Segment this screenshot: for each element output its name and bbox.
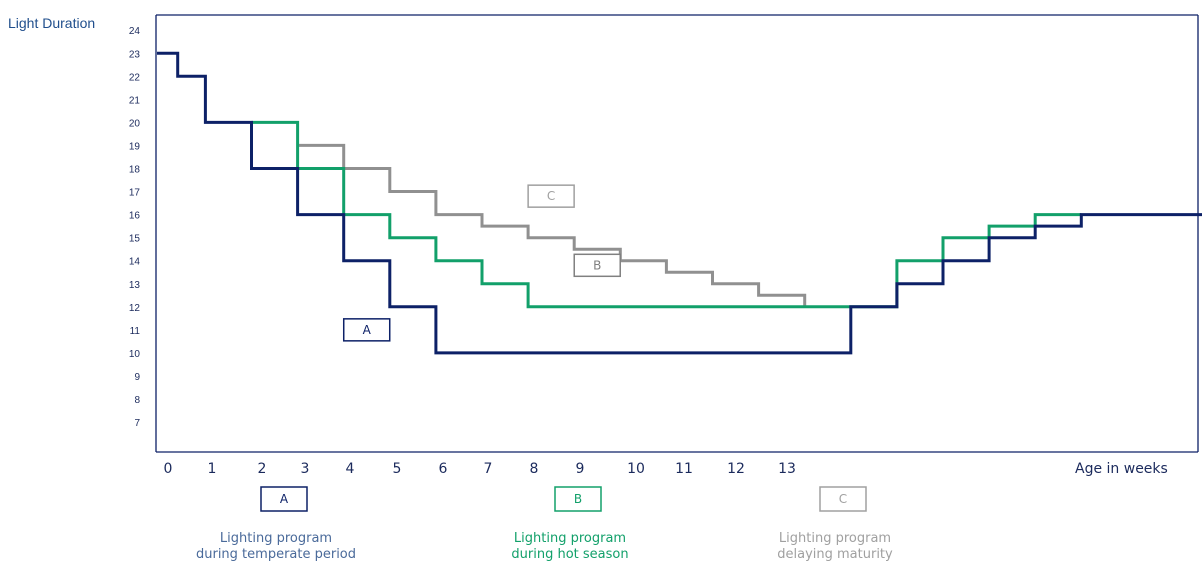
y-axis-ticks: 7 8 9 10 11 12 13 14 15 16 17 18 19 20 21 22 23 24 [129,26,141,429]
annotation-box [342,318,391,342]
x-tick-label: 13 [778,461,796,477]
y-tick-label: 11 [130,326,141,337]
x-tick-label: 12 [727,461,745,477]
y-tick-label: 12 [129,303,141,314]
annotation-label: A [363,323,372,337]
legend-key-label: B [574,492,582,506]
y-tick-label: 17 [129,188,141,199]
y-axis-label: Light Duration [8,15,95,31]
legend-line1: Lighting program [513,531,627,546]
x-tick-label: 11 [675,461,693,477]
legend-key-b: B [554,486,602,512]
x-tick-label: 5 [393,461,402,477]
y-tick-label: 13 [129,280,141,291]
legend-key-a: A [260,486,308,512]
y-tick-label: 8 [134,395,140,406]
legend-description-b: Lighting program during hot season [450,531,690,563]
y-tick-label: 9 [134,372,140,383]
x-tick-label: 4 [346,461,355,477]
legend-key-label: C [839,492,847,506]
annotation-c: C [527,184,575,208]
legend-key-c: C [819,486,867,512]
legend-description-a: Lighting program during temperate period [156,531,396,563]
y-tick-label: 24 [129,26,141,37]
x-tick-label: 8 [530,461,539,477]
y-tick-label: 14 [129,257,141,268]
y-tick-label: 10 [129,349,141,360]
y-tick-label: 19 [129,141,141,152]
annotation-box [573,253,621,278]
x-tick-label: 1 [208,461,217,477]
x-tick-label: 10 [627,461,645,477]
x-axis-label: Age in weeks [1075,461,1168,477]
y-tick-label: 21 [129,95,141,106]
x-tick-label: 7 [484,461,493,477]
y-tick-label: 15 [129,234,141,245]
annotation-box [527,184,575,208]
plot-frame [155,14,1199,453]
x-tick-label: 9 [576,461,585,477]
legend-box [260,486,308,512]
annotation-label: B [593,258,601,272]
legend-line2: during temperate period [195,547,357,562]
legend-box [554,486,602,512]
y-tick-label: 18 [129,165,141,176]
y-tick-label: 23 [129,49,141,60]
legend-line1: Lighting program [778,531,892,546]
legend-key-label: A [280,492,289,506]
legend-description-c: Lighting program delaying maturity [715,531,955,563]
legend-line2: during hot season [511,547,629,562]
series-lines [157,51,1202,355]
x-tick-label: 2 [258,461,267,477]
series-c-line [297,143,807,307]
series-a-line [157,51,1202,355]
y-tick-label: 7 [134,418,140,429]
series-b-line [251,120,1082,309]
x-axis-ticks: 0 1 2 3 4 5 6 7 8 9 10 11 12 13 [164,461,796,477]
annotation-a: A [342,318,391,342]
x-tick-label: 0 [164,461,173,477]
legend-line1: Lighting program [219,531,333,546]
x-tick-label: 3 [301,461,310,477]
y-tick-label: 16 [129,211,141,222]
legend-line2: delaying maturity [777,547,893,562]
annotation-label: C [547,189,555,203]
legend-box [819,486,867,512]
series-annotations: A B C [342,184,621,342]
annotation-b: B [573,253,621,278]
y-tick-label: 20 [129,118,141,129]
x-tick-label: 6 [439,461,448,477]
y-tick-label: 22 [129,72,141,83]
